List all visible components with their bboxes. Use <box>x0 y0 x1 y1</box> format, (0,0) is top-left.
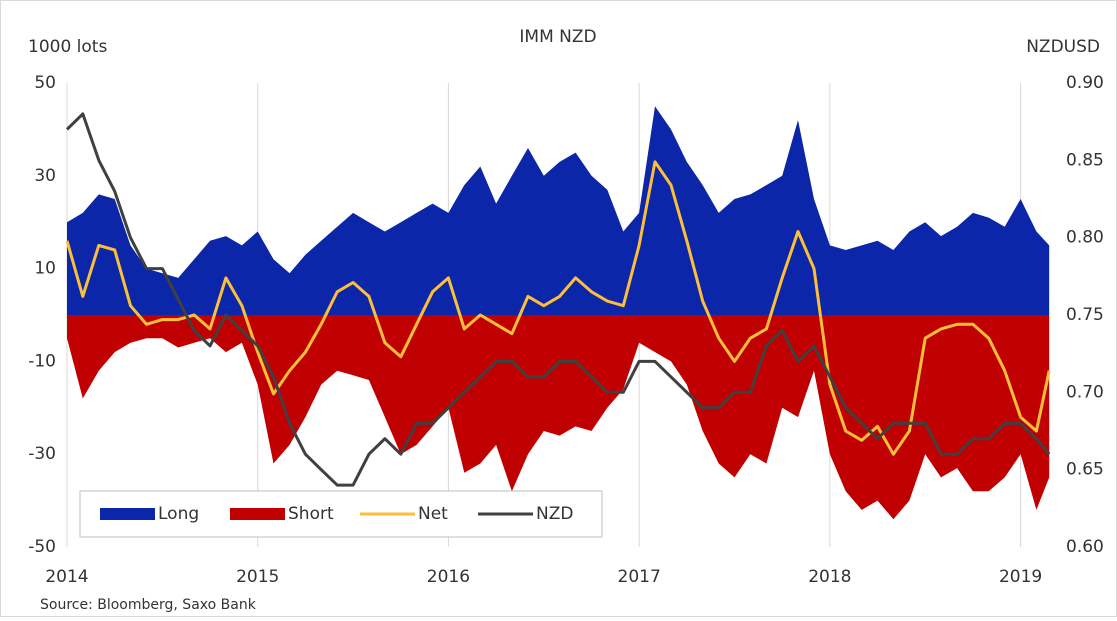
area <box>67 106 1050 315</box>
y2-tick-label: 0.65 <box>1066 460 1104 480</box>
legend-label: Short <box>288 504 334 524</box>
x-tick-label: 2019 <box>999 567 1042 587</box>
y2-tick-label: 0.60 <box>1066 537 1104 557</box>
line <box>65 112 1051 487</box>
y-tick-label: -10 <box>28 351 56 371</box>
y-tick-label: -30 <box>28 444 56 464</box>
y-tick-label: 50 <box>34 73 56 93</box>
legend-box <box>79 490 603 538</box>
legend-label: Long <box>158 504 199 524</box>
legend-swatch <box>100 508 155 520</box>
x-tick-label: 2018 <box>808 567 851 587</box>
x-tick-label: 2015 <box>236 567 279 587</box>
y-tick-label: -50 <box>28 537 56 557</box>
y-axis-label: 1000 lots <box>28 37 107 57</box>
line <box>65 160 1051 456</box>
x-tick-label: 2016 <box>427 567 470 587</box>
y2-axis-label: NZDUSD <box>1026 37 1100 57</box>
y-tick-label: 30 <box>34 166 56 186</box>
x-tick-label: 2014 <box>45 567 88 587</box>
area <box>67 315 1050 520</box>
y2-tick-label: 0.90 <box>1066 73 1104 93</box>
y2-tick-label: 0.80 <box>1066 228 1104 248</box>
legend-label: NZD <box>536 504 573 524</box>
y2-tick-label: 0.70 <box>1066 382 1104 402</box>
y2-tick-label: 0.75 <box>1066 305 1104 325</box>
x-tick-label: 2017 <box>618 567 661 587</box>
chart-title: IMM NZD <box>519 27 596 47</box>
source: Source: Bloomberg, Saxo Bank <box>40 597 257 613</box>
legend-label: Net <box>418 504 448 524</box>
y-tick-label: 10 <box>34 259 56 279</box>
y2-tick-label: 0.85 <box>1066 150 1104 170</box>
legend-swatch <box>230 508 285 520</box>
